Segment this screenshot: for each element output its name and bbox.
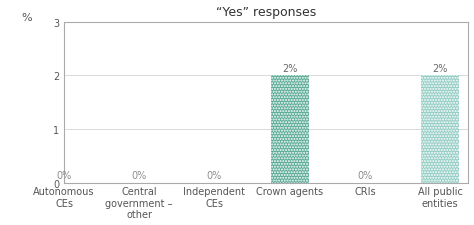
Bar <box>421 76 459 184</box>
Text: 0%: 0% <box>56 170 72 180</box>
Bar <box>271 76 309 184</box>
Text: 2%: 2% <box>433 63 448 74</box>
Bar <box>421 76 459 184</box>
Text: 0%: 0% <box>132 170 147 180</box>
Text: 2%: 2% <box>282 63 297 74</box>
Text: 0%: 0% <box>357 170 373 180</box>
Text: 0%: 0% <box>207 170 222 180</box>
Title: “Yes” responses: “Yes” responses <box>216 6 316 18</box>
Text: %: % <box>21 12 32 22</box>
Bar <box>271 76 309 184</box>
